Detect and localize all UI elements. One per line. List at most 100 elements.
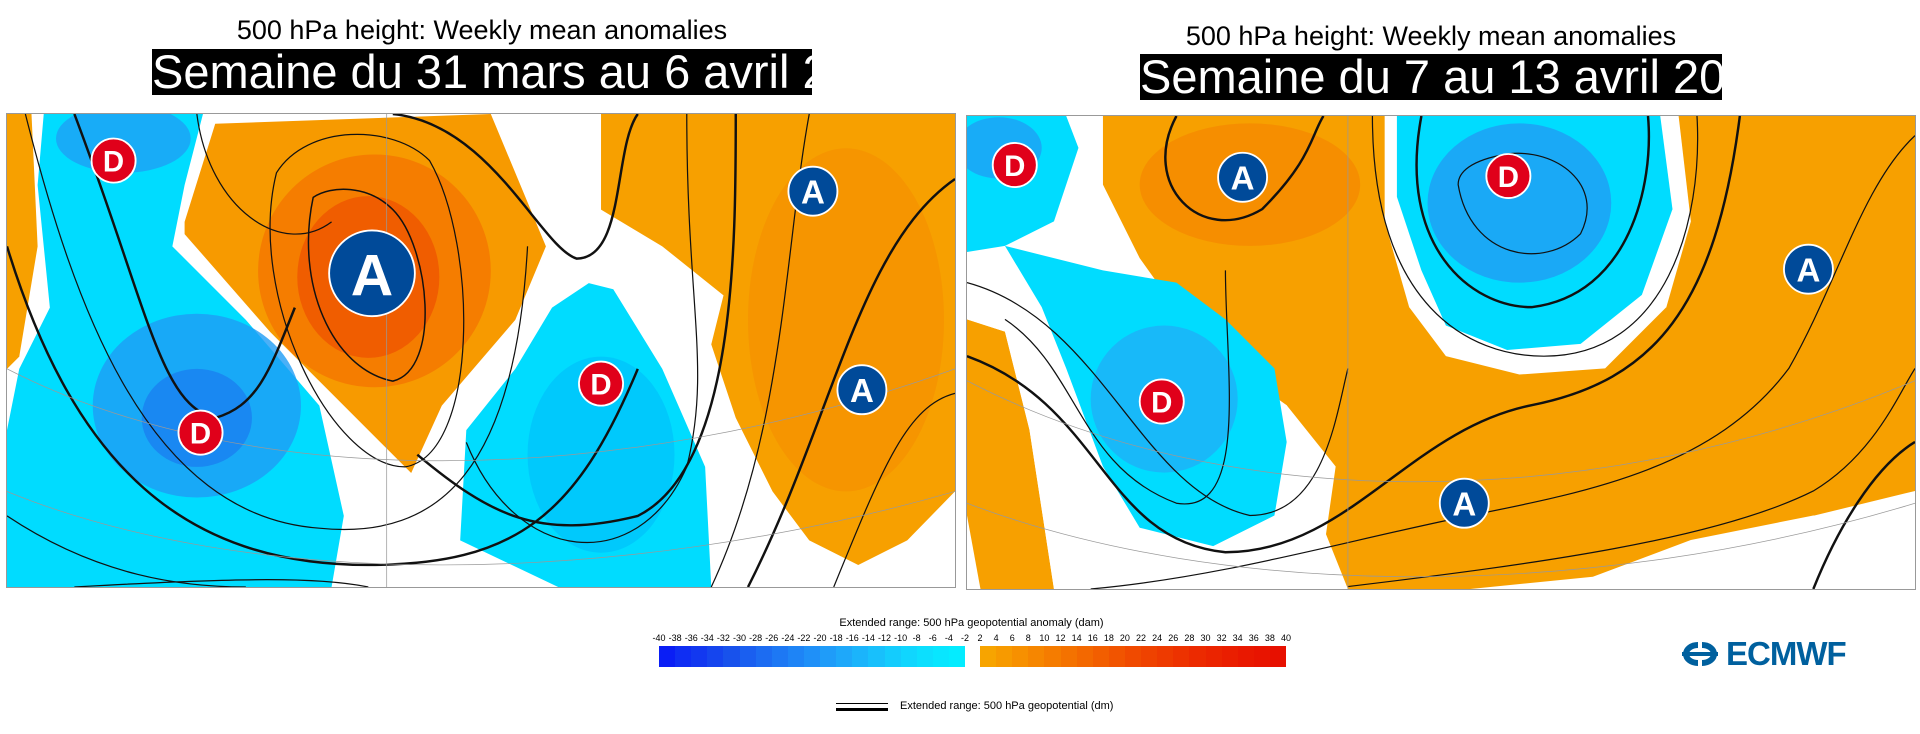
colorbar-ticks: -40 -38 -36 -34 -32 -30 -28 -26 -24 -22 -20 -18 -16-… <box>652 633 1291 645</box>
contour-legend-line-bold <box>836 708 888 711</box>
colorbar-tick-label: 16 <box>1087 633 1098 643</box>
colorbar-swatch <box>1189 646 1206 667</box>
colorbar-swatch <box>723 646 740 667</box>
left-title: Semaine du 31 mars au 6 avril 2025 <box>152 45 908 98</box>
colorbar-tick-label: 34 <box>1232 633 1243 643</box>
colorbar-tick-label: 32 <box>1216 633 1227 643</box>
colorbar-tick-label: 18 <box>1103 633 1114 643</box>
colorbar-swatch <box>980 646 997 667</box>
high-pressure-marker: A <box>328 229 416 318</box>
colorbar-swatch <box>1060 646 1077 667</box>
colorbar-tick-label: 24 <box>1152 633 1163 643</box>
low-pressure-marker: D <box>177 409 224 456</box>
positive-anomaly-area <box>967 319 1054 589</box>
colorbar-tick-label: 20 <box>1119 633 1130 643</box>
negative-anomaly-core <box>1427 123 1612 283</box>
colorbar-swatch <box>1221 646 1238 667</box>
colorbar-swatch <box>659 646 676 667</box>
svg-text:A: A <box>850 373 874 410</box>
svg-text:A: A <box>1231 161 1255 198</box>
colorbar-swatch <box>755 646 772 667</box>
colorbar-swatch <box>916 646 933 667</box>
colorbar-swatch <box>884 646 901 667</box>
ecmwf-logo: ECMWF <box>1678 635 1847 672</box>
graticule <box>967 116 1915 589</box>
low-pressure-marker: D <box>991 142 1038 188</box>
colorbar-tick-label: -18 <box>829 633 843 643</box>
graticule <box>7 114 955 587</box>
neutral-area <box>1764 490 1915 589</box>
colorbar-tick-label: -20 <box>813 633 827 643</box>
colorbar-swatch <box>1044 646 1061 667</box>
colorbar-swatch <box>1269 646 1287 667</box>
colorbar-swatch <box>1157 646 1174 667</box>
colorbar-tick-label: 40 <box>1280 633 1292 643</box>
colorbar-tick-label: 14 <box>1071 633 1082 643</box>
left-anomaly-map: D D D A A A <box>6 113 956 588</box>
colorbar-tick-label: -10 <box>894 633 908 643</box>
colorbar-tick-label: 10 <box>1039 633 1050 643</box>
colorbar-swatch <box>691 646 708 667</box>
svg-text:A: A <box>801 174 825 211</box>
svg-text:D: D <box>1004 150 1025 183</box>
colorbar-tick-label: 2 <box>977 633 983 643</box>
right-title: Semaine du 7 au 13 avril 2025 <box>1140 50 1778 103</box>
colorbar-tick-label: 8 <box>1025 633 1031 643</box>
low-pressure-marker: D <box>1138 378 1185 425</box>
colorbar-swatch <box>836 646 853 667</box>
geopotential-contours <box>967 116 1915 589</box>
colorbar-swatch <box>900 646 917 667</box>
colorbar-swatch <box>675 646 692 667</box>
colorbar-positive <box>980 646 1287 667</box>
high-pressure-marker: A <box>836 364 888 416</box>
contour-legend-label: Extended range: 500 hPa geopotential (dm… <box>900 700 1114 712</box>
colorbar-tick-label: -6 <box>928 633 937 643</box>
right-anomaly-map: D D D A A A <box>966 115 1916 590</box>
colorbar-swatch <box>852 646 869 667</box>
colorbar-tick-label: -40 <box>652 633 666 643</box>
colorbar-swatch <box>1028 646 1045 667</box>
colorbar-tick-label: 36 <box>1248 633 1259 643</box>
colorbar-swatch <box>1173 646 1190 667</box>
colorbar-tick-label: -2 <box>960 633 970 643</box>
left-subtitle: 500 hPa height: Weekly mean anomalies <box>236 15 728 45</box>
colorbar-title: Extended range: 500 hPa geopotential ano… <box>839 617 1104 629</box>
svg-text:D: D <box>103 146 124 179</box>
high-pressure-marker: A <box>1217 151 1268 203</box>
colorbar-tick-label: -12 <box>877 633 891 643</box>
colorbar-swatch <box>803 646 821 667</box>
positive-anomaly-core <box>748 148 944 492</box>
colorbar-tick-label: 30 <box>1200 633 1211 643</box>
colorbar-tick-label: -16 <box>845 633 859 643</box>
geopotential-contours <box>7 114 955 587</box>
ecmwf-logo-text: ECMWF <box>1726 635 1847 672</box>
colorbar-tick-label: -4 <box>944 633 953 643</box>
colorbar-tick-label: -38 <box>668 633 682 643</box>
colorbar-negative <box>659 646 966 667</box>
colorbar-tick-label: -30 <box>733 633 747 643</box>
colorbar-swatch <box>1092 646 1109 667</box>
low-pressure-marker: D <box>578 360 624 407</box>
colorbar-swatch <box>820 646 837 667</box>
colorbar-tick-label: -24 <box>781 633 795 643</box>
colorbar-tick-label: -8 <box>912 633 921 643</box>
colorbar-swatch <box>932 646 949 667</box>
low-pressure-marker: D <box>1485 153 1532 200</box>
svg-text:D: D <box>1498 161 1519 194</box>
svg-text:D: D <box>1151 387 1172 420</box>
colorbar-tick-label: 6 <box>1009 633 1015 643</box>
contour-legend-line <box>836 703 888 704</box>
colorbar-swatch <box>1253 646 1270 667</box>
svg-text:D: D <box>190 418 211 451</box>
colorbar-swatch <box>1237 646 1254 667</box>
colorbar-tick-label: -32 <box>716 633 730 643</box>
ecmwf-logo-icon <box>1682 642 1718 666</box>
colorbar-swatch <box>707 646 724 667</box>
colorbar-swatch <box>996 646 1013 667</box>
colorbar-tick-label: -34 <box>700 633 714 643</box>
colorbar-swatch <box>1124 646 1142 667</box>
low-pressure-marker: D <box>90 137 137 184</box>
colorbar-tick-label: 4 <box>993 633 999 643</box>
colorbar-tick-label: -22 <box>797 633 811 643</box>
colorbar-swatch <box>1108 646 1125 667</box>
